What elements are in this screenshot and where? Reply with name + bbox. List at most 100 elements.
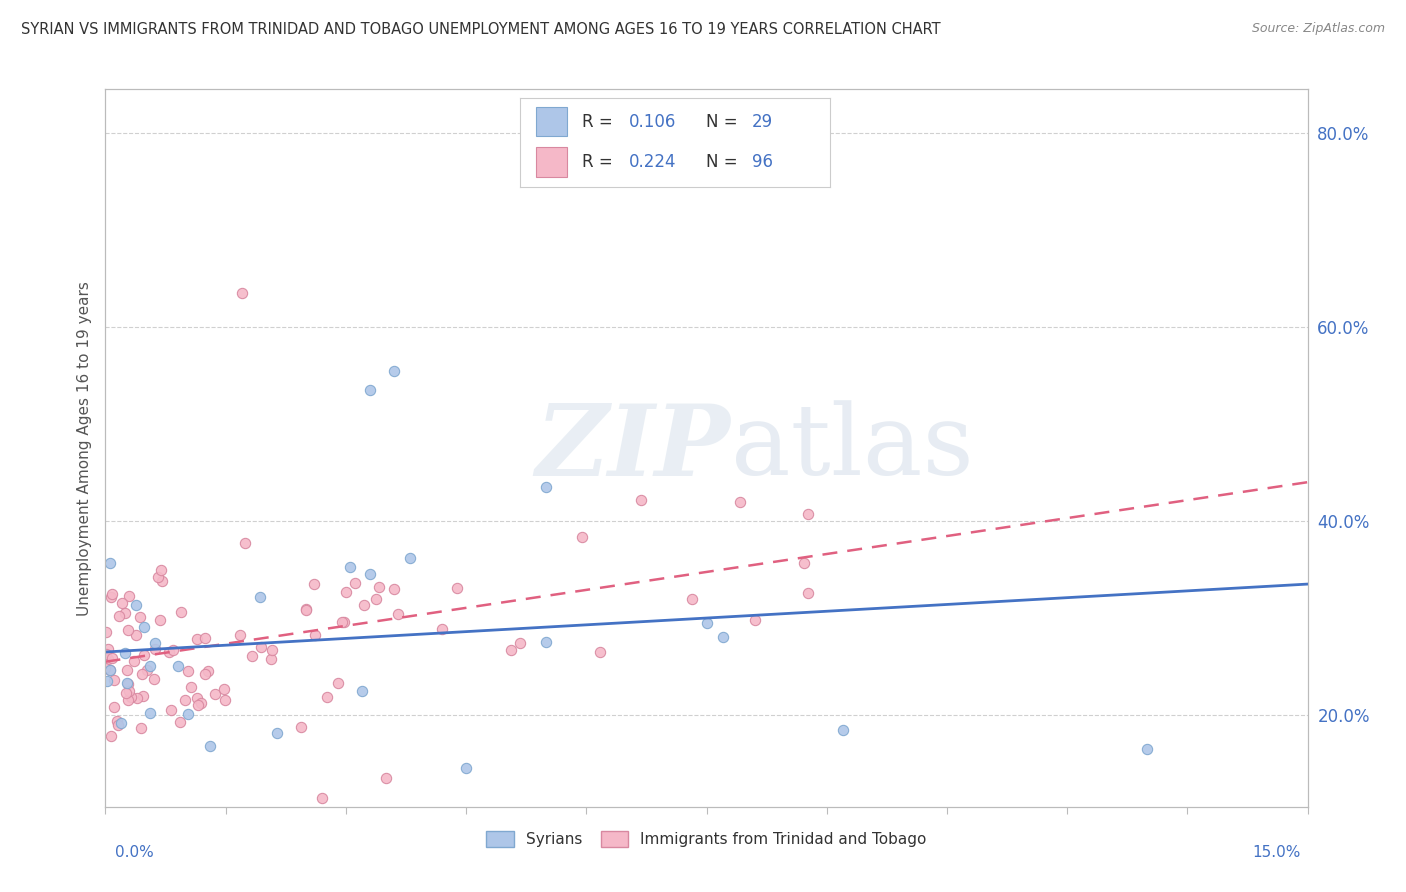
Legend: Syrians, Immigrants from Trinidad and Tobago: Syrians, Immigrants from Trinidad and To… — [479, 825, 934, 854]
Point — [797, 508, 820, 522]
Point — [194, 667, 217, 681]
Point — [125, 690, 148, 705]
Point — [186, 690, 208, 705]
Point — [170, 606, 193, 620]
Point — [333, 615, 356, 630]
Text: ZIP: ZIP — [536, 400, 731, 497]
Point — [129, 721, 152, 735]
Point — [711, 631, 734, 645]
Point — [103, 673, 125, 688]
Text: Source: ZipAtlas.com: Source: ZipAtlas.com — [1251, 22, 1385, 36]
Point — [260, 652, 283, 666]
Point — [117, 623, 139, 637]
Point — [118, 590, 141, 604]
Point — [118, 683, 141, 698]
Point — [107, 718, 129, 732]
Point — [630, 493, 652, 508]
Point — [681, 591, 703, 606]
Point — [139, 659, 162, 673]
Point — [364, 591, 387, 606]
Text: N =: N = — [706, 153, 742, 171]
Point — [174, 693, 197, 707]
Point — [146, 570, 169, 584]
Point — [382, 363, 405, 377]
Y-axis label: Unemployment Among Ages 16 to 19 years: Unemployment Among Ages 16 to 19 years — [76, 281, 91, 615]
Point — [499, 642, 522, 657]
Point — [125, 598, 148, 612]
Point — [250, 640, 273, 654]
Point — [114, 646, 136, 660]
Point — [98, 663, 121, 677]
Point — [343, 575, 366, 590]
Point — [115, 676, 138, 690]
Bar — [536, 107, 567, 136]
Point — [115, 686, 138, 700]
Point — [143, 635, 166, 649]
Text: 0.106: 0.106 — [628, 112, 676, 131]
Point — [152, 574, 174, 588]
Point — [197, 665, 219, 679]
Point — [831, 723, 853, 737]
Point — [120, 690, 142, 704]
Point — [375, 771, 398, 785]
Point — [107, 608, 129, 623]
Point — [132, 689, 155, 703]
Point — [157, 645, 180, 659]
Point — [353, 598, 375, 612]
Bar — [536, 147, 567, 177]
Point — [115, 663, 138, 677]
Point — [316, 690, 339, 704]
Point — [367, 580, 389, 594]
Point — [97, 642, 120, 657]
Point — [194, 632, 217, 646]
Point — [536, 480, 558, 494]
Point — [98, 663, 121, 677]
Point — [304, 628, 326, 642]
Point — [97, 652, 120, 666]
Text: R =: R = — [582, 153, 619, 171]
Point — [350, 683, 373, 698]
Point — [204, 687, 226, 701]
Point — [339, 559, 361, 574]
Point — [589, 645, 612, 659]
Point — [117, 692, 139, 706]
Point — [94, 648, 117, 662]
Point — [111, 596, 134, 610]
Point — [100, 590, 122, 604]
Text: 0.224: 0.224 — [628, 153, 676, 171]
Point — [136, 663, 159, 677]
Point — [103, 700, 125, 714]
Point — [231, 285, 253, 300]
Point — [359, 566, 381, 581]
Point — [148, 614, 170, 628]
Point — [100, 650, 122, 665]
Text: 96: 96 — [752, 153, 773, 171]
Point — [571, 530, 593, 544]
Point — [302, 577, 325, 591]
Point — [359, 383, 381, 397]
Point — [117, 677, 139, 691]
Text: atlas: atlas — [731, 401, 973, 496]
Point — [335, 585, 357, 599]
Point — [214, 693, 236, 707]
Point — [105, 714, 128, 728]
Point — [456, 761, 478, 775]
Point — [240, 648, 263, 663]
Point — [100, 587, 122, 601]
Point — [330, 615, 353, 630]
Point — [149, 563, 172, 577]
Point — [180, 680, 202, 694]
Point — [143, 641, 166, 656]
Point — [260, 643, 283, 657]
Text: N =: N = — [706, 112, 742, 131]
Point — [233, 535, 256, 549]
Point — [294, 602, 316, 616]
Point — [430, 622, 453, 636]
Point — [744, 613, 766, 627]
Point — [1136, 742, 1159, 756]
Point — [446, 582, 468, 596]
Point — [266, 726, 288, 740]
Point — [793, 556, 815, 570]
Point — [387, 607, 409, 621]
Point — [114, 606, 136, 620]
